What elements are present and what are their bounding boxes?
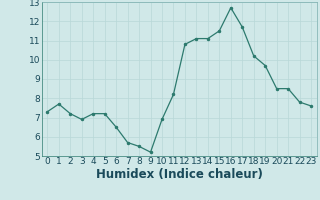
X-axis label: Humidex (Indice chaleur): Humidex (Indice chaleur) (96, 168, 263, 181)
